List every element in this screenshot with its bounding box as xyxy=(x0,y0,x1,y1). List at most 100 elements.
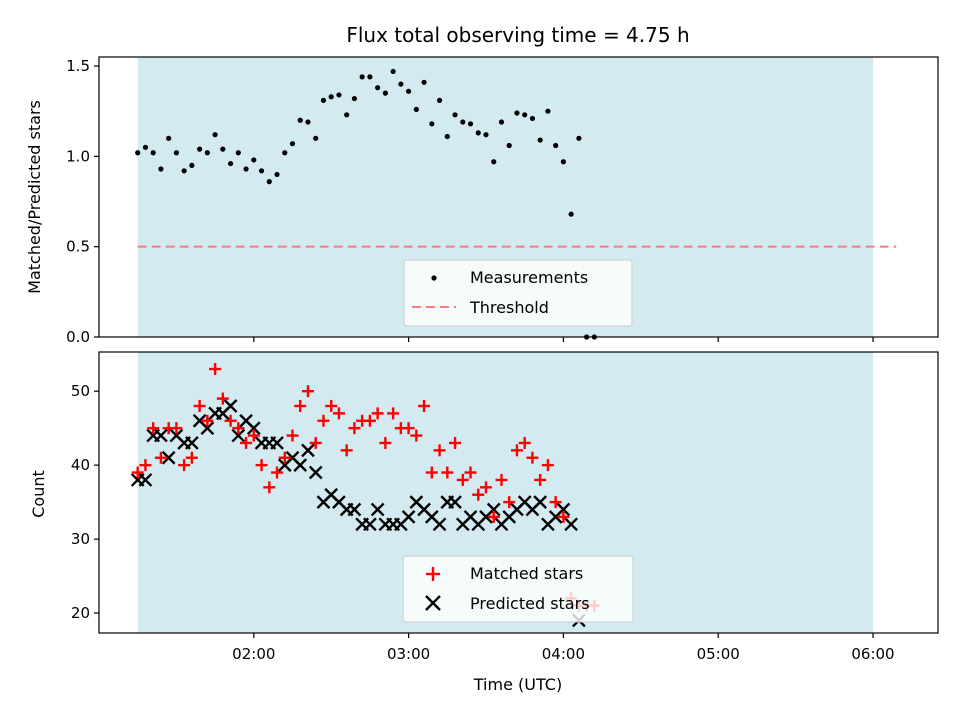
matched-stars-point xyxy=(309,436,322,449)
measurement-point xyxy=(243,166,249,172)
matched-stars-point xyxy=(216,392,229,405)
top-legend: Measurements Threshold xyxy=(403,259,633,327)
matched-stars-point xyxy=(387,407,400,420)
measurement-point xyxy=(483,132,489,138)
top-y-tick-label: 0.5 xyxy=(66,238,90,256)
bottom-legend: Matched stars Predicted stars xyxy=(402,555,634,623)
predicted-stars-point xyxy=(486,502,501,517)
measurement-point xyxy=(390,68,396,75)
measurement-point xyxy=(475,130,481,136)
matched-stars-point xyxy=(402,422,415,435)
matched-stars-point xyxy=(332,407,345,420)
matched-stars-point xyxy=(185,451,198,464)
measurement-point xyxy=(150,150,156,156)
measurement-point xyxy=(545,108,551,114)
measurement-point xyxy=(467,121,474,127)
measurement-point xyxy=(197,146,203,152)
matched-stars-point xyxy=(154,451,167,464)
bottom-y-ticks: 20 30 40 50 xyxy=(71,382,99,622)
bottom-legend-box xyxy=(402,555,634,623)
measurement-point xyxy=(413,106,419,112)
matched-stars-point xyxy=(340,444,353,457)
measurement-point xyxy=(282,150,288,156)
predicted-stars-point xyxy=(533,495,548,509)
bottom-y-tick-label: 20 xyxy=(71,604,90,622)
predicted-stars-point xyxy=(246,421,261,436)
bottom-y-axis-label: Count xyxy=(29,470,48,518)
predicted-stars-series xyxy=(130,399,586,628)
measurement-point xyxy=(452,112,458,118)
measurement-point xyxy=(142,144,149,150)
legend-predicted-marker xyxy=(425,595,441,611)
measurement-point xyxy=(289,141,296,147)
predicted-stars-point xyxy=(200,421,215,436)
measurement-point xyxy=(336,92,342,98)
bottom-x-tick-label: 02:00 xyxy=(232,645,275,663)
matched-stars-point xyxy=(510,444,523,457)
top-y-tick-label: 1.0 xyxy=(66,147,90,165)
measurement-point xyxy=(537,137,543,143)
predicted-stars-point xyxy=(432,517,447,532)
predicted-stars-point xyxy=(161,450,176,465)
measurement-point xyxy=(227,160,234,167)
matched-stars-point xyxy=(363,414,376,427)
bottom-y-tick-label: 50 xyxy=(71,382,90,400)
top-y-tick-label: 0.0 xyxy=(66,328,90,346)
matched-stars-point xyxy=(131,466,144,479)
matched-stars-point xyxy=(232,422,245,435)
predicted-stars-point xyxy=(223,399,238,413)
measurement-point xyxy=(436,97,443,103)
predicted-stars-point xyxy=(564,517,578,532)
matched-stars-point xyxy=(178,459,191,472)
matched-stars-point xyxy=(371,407,384,420)
matched-stars-point xyxy=(301,385,314,398)
measurement-point xyxy=(444,133,450,140)
legend-predicted-label: Predicted stars xyxy=(470,594,590,613)
predicted-stars-point xyxy=(401,510,416,524)
measurement-point xyxy=(576,135,582,141)
top-y-axis-label: Matched/Predicted stars xyxy=(25,100,44,294)
matched-stars-point xyxy=(433,444,446,457)
measurement-point xyxy=(382,90,388,96)
matched-stars-point xyxy=(487,510,500,523)
measurement-point xyxy=(522,112,528,118)
top-axes-frame xyxy=(98,56,939,338)
predicted-stars-point xyxy=(556,502,571,517)
predicted-stars-point xyxy=(448,495,462,509)
measurement-point xyxy=(266,179,272,185)
matched-stars-point xyxy=(139,459,152,472)
measurement-point xyxy=(204,150,210,156)
matched-stars-point xyxy=(549,496,562,509)
matched-stars-point xyxy=(193,399,206,412)
matched-stars-point xyxy=(472,488,485,501)
bottom-panel: 20 30 40 50 02:00 03:00 04:00 05:00 06:00 Count… xyxy=(29,351,939,694)
measurement-point xyxy=(506,142,512,149)
matched-stars-point xyxy=(325,399,338,412)
matched-stars-point xyxy=(464,466,477,479)
measurement-point xyxy=(351,95,358,102)
matched-stars-point xyxy=(557,510,570,523)
measurement-point xyxy=(491,159,497,165)
top-x-ticks xyxy=(253,337,874,342)
matched-stars-point xyxy=(224,414,237,427)
measurement-point xyxy=(560,159,566,165)
measurement-point xyxy=(220,146,226,152)
top-legend-box xyxy=(403,259,633,327)
legend-matched-label: Matched stars xyxy=(470,564,583,583)
predicted-stars-point xyxy=(185,436,199,450)
matched-stars-point xyxy=(479,481,492,494)
measurement-point xyxy=(173,150,179,156)
measurement-point xyxy=(297,117,303,123)
chart-title: Flux total observing time = 4.75 h xyxy=(346,23,689,47)
matched-stars-point xyxy=(379,436,392,449)
measurement-point xyxy=(359,74,365,80)
legend-measurements-label: Measurements xyxy=(470,268,588,287)
predicted-stars-point xyxy=(301,443,315,458)
matched-stars-point xyxy=(201,414,214,427)
measurement-point xyxy=(274,171,280,178)
predicted-stars-point xyxy=(293,458,308,472)
measurement-point xyxy=(258,168,265,174)
measurements-series xyxy=(135,68,597,340)
predicted-stars-point xyxy=(347,502,362,517)
measurement-point xyxy=(251,157,257,163)
